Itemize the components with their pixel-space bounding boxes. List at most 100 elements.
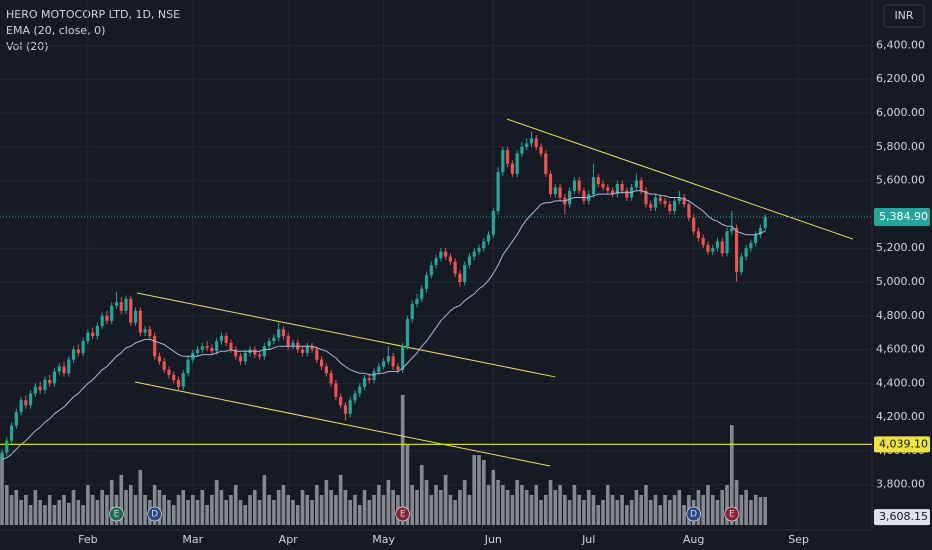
volume-bar (434, 485, 438, 525)
candle-body (448, 256, 452, 262)
volume-bar (238, 500, 243, 525)
indicator-label: EMA (20, close, 0) (6, 24, 105, 37)
event-label: D (690, 510, 697, 520)
volume-bar (86, 485, 90, 525)
candle-body (33, 386, 37, 394)
candle-body (715, 241, 720, 249)
x-tick-label: Jun (484, 533, 502, 546)
volume-bar (167, 500, 171, 525)
candle-body (467, 256, 472, 266)
volume-bar (291, 500, 295, 525)
volume-bar (152, 485, 157, 525)
candle-body (100, 315, 104, 326)
currency[interactable]: INR (894, 9, 913, 22)
bottom-price-box (874, 509, 930, 526)
volume-bar (543, 495, 548, 525)
volume-bar (725, 485, 729, 525)
volume-bar (272, 500, 276, 525)
volume-bar (9, 495, 14, 525)
volume-bar (601, 500, 605, 525)
volume-bar (334, 495, 338, 525)
candle-body (601, 183, 605, 188)
candle-body (553, 187, 557, 195)
ema-line (1, 190, 766, 460)
candle-body (215, 341, 219, 352)
volume-bar (357, 505, 362, 525)
volume-bar (572, 485, 577, 525)
volume-bar (405, 445, 410, 525)
volume-bar (429, 495, 434, 525)
candle-body (486, 234, 491, 242)
volume-bar (715, 500, 720, 525)
candle-body (24, 400, 28, 406)
candle-body (382, 361, 386, 367)
volume-bar (505, 490, 510, 525)
volume-bar (486, 485, 491, 525)
volume-bar (419, 465, 424, 525)
volume-bar (472, 455, 477, 525)
volume-bar (138, 470, 143, 525)
candle-body (544, 153, 548, 174)
candle-body (76, 349, 80, 353)
volume-bar (224, 500, 228, 525)
volume-bar (186, 500, 190, 525)
volume-bar (176, 495, 181, 525)
candle-body (634, 180, 639, 188)
volume-bar (315, 485, 319, 525)
volume-bar (191, 495, 195, 525)
volume-bar (749, 500, 753, 525)
candle-body (434, 258, 438, 266)
candle-body (234, 349, 238, 357)
candle-body (277, 329, 281, 338)
candle-body (706, 244, 710, 252)
volume-bar (591, 495, 596, 525)
candle-body (730, 227, 734, 232)
candle-body (405, 319, 410, 347)
candle-body (86, 332, 90, 342)
candle-body (38, 386, 42, 391)
volume-bar (143, 495, 147, 525)
candle-body (506, 150, 510, 164)
volume-bar (682, 505, 686, 525)
candle-body (734, 227, 739, 272)
candle-body (396, 366, 400, 370)
candle-body (625, 190, 629, 198)
candle-body (692, 217, 696, 232)
event-label: E (729, 510, 735, 520)
currency-button[interactable] (883, 4, 925, 28)
last-price-label: 5,384.90 (879, 210, 928, 223)
candle-body (229, 342, 233, 350)
volume-bar (281, 485, 286, 525)
candle-body (19, 400, 23, 413)
volume-bar (276, 490, 281, 525)
candle-body (610, 190, 615, 195)
candle-body (696, 231, 701, 239)
volume-bar (763, 497, 767, 525)
volume-bar (400, 395, 405, 525)
volume-bar (386, 480, 391, 525)
candle-body (510, 163, 514, 174)
volume-bar (286, 495, 290, 525)
candle-body (754, 234, 758, 244)
candle-body (453, 261, 457, 274)
candle-body (138, 310, 142, 333)
volume-bar (648, 500, 653, 525)
volume-bar (33, 490, 38, 525)
volume-bar (696, 490, 701, 525)
volume-bar (610, 495, 615, 525)
candle-body (429, 265, 433, 276)
volume-bar (720, 490, 725, 525)
volume-bar (706, 485, 710, 525)
candle-body (420, 288, 424, 299)
volume-bar (586, 490, 591, 525)
volume-bar (534, 485, 539, 525)
volume-bar (481, 460, 486, 525)
volume-bar (596, 505, 601, 525)
volume-bar (424, 480, 429, 525)
level-label-box (874, 436, 930, 453)
volume-bar (758, 497, 763, 525)
volume-bar (391, 490, 395, 525)
candle-body (463, 265, 467, 282)
candle-body (186, 359, 190, 374)
volume-bar (162, 495, 166, 525)
